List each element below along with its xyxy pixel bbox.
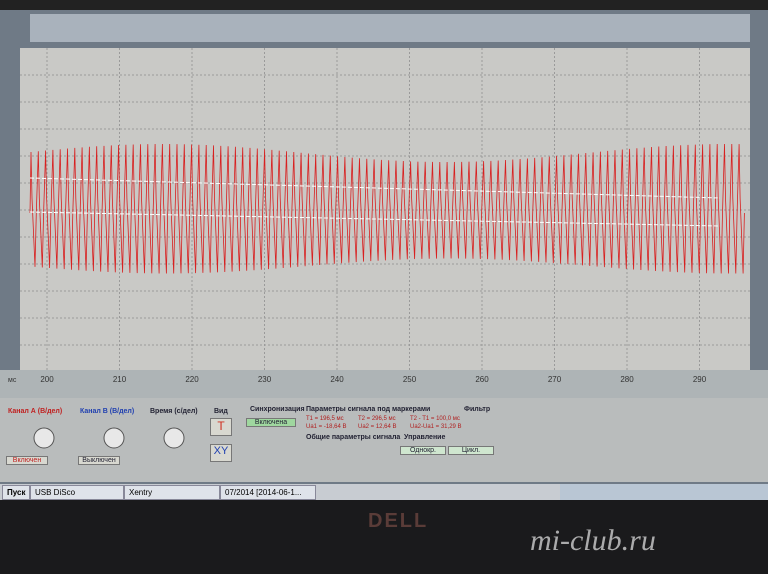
taskbar-item[interactable]: Xentry: [124, 485, 220, 500]
x-tick-label: 200: [40, 375, 54, 384]
x-tick-label: 290: [693, 375, 707, 384]
taskbar: Пуск USB DiSco Xentry 07/2014 [2014-06-1…: [0, 484, 768, 500]
time-title: Время (с/дел): [150, 408, 198, 415]
marker-line: [29, 211, 721, 227]
x-tick-label: 220: [185, 375, 199, 384]
top-bezel: [0, 0, 768, 10]
x-tick-label: 280: [620, 375, 634, 384]
t-button[interactable]: T: [210, 418, 232, 436]
brand-logo: DELL: [368, 510, 429, 532]
x-tick-label: 250: [403, 375, 417, 384]
marker-value: Ua2-Ua1 = 31,29 В: [410, 424, 462, 430]
control-title: Управление: [404, 434, 446, 441]
watermark: mi-club.ru: [530, 524, 656, 557]
marker-value: Ua2 = 12,64 В: [358, 424, 397, 430]
cycle-button[interactable]: Цикл.: [448, 446, 494, 455]
x-axis: мс 200 210 220 230 240 250 260 270 280 290: [8, 375, 707, 384]
channel-b-title: Канал В (В/дел): [80, 408, 135, 415]
knobs: [33, 427, 185, 449]
knob[interactable]: [103, 427, 125, 449]
sync-title: Синхронизация: [250, 406, 305, 413]
marker-value: Ua1 = -18,64 В: [306, 424, 347, 430]
taskbar-item[interactable]: USB DiSco: [30, 485, 124, 500]
screen: мс 200 210 220 230 240 250 260 270 280 290 Канал …: [0, 0, 768, 500]
xy-button[interactable]: XY: [210, 444, 232, 462]
x-tick-label: 240: [330, 375, 344, 384]
general-title: Общие параметры сигнала: [306, 434, 401, 441]
marker-value: T2 - T1 = 100,0 мс: [410, 416, 460, 422]
single-button[interactable]: Однокр.: [400, 446, 446, 455]
tray: [560, 484, 768, 500]
markers-title: Параметры сигнала под маркерами: [306, 406, 431, 413]
toolbar: [30, 14, 750, 42]
x-unit: мс: [8, 377, 17, 384]
taskbar-item[interactable]: 07/2014 [2014-06-1...: [220, 485, 316, 500]
x-tick-label: 260: [475, 375, 489, 384]
knob[interactable]: [163, 427, 185, 449]
knob[interactable]: [33, 427, 55, 449]
filter-title: Фильтр: [464, 406, 491, 413]
plot-svg: [20, 48, 750, 370]
marker-line: [29, 177, 721, 199]
x-tick-label: 210: [113, 375, 127, 384]
x-tick-label: 270: [548, 375, 562, 384]
start-button[interactable]: Пуск: [2, 485, 30, 500]
marker-value: T2 = 296,5 мс: [358, 416, 396, 422]
plot-area: [20, 48, 750, 370]
view-title: Вид: [214, 408, 228, 415]
channel-a-button[interactable]: Включен: [6, 456, 48, 465]
sync-button[interactable]: Включена: [246, 418, 296, 427]
waveform: [29, 143, 745, 274]
control-panel: Канал А (В/дел) Включен Канал В (В/дел) …: [0, 398, 768, 482]
channel-a-title: Канал А (В/дел): [8, 408, 63, 415]
marker-value: T1 = 196,5 мс: [306, 416, 344, 422]
x-tick-label: 230: [258, 375, 272, 384]
channel-b-button[interactable]: Выключен: [78, 456, 120, 465]
x-axis-strip: мс 200 210 220 230 240 250 260 270 280 290: [0, 370, 768, 398]
markers-rows: T1 = 196,5 мс T2 = 296,5 мс T2 - T1 = 100,…: [306, 416, 462, 436]
